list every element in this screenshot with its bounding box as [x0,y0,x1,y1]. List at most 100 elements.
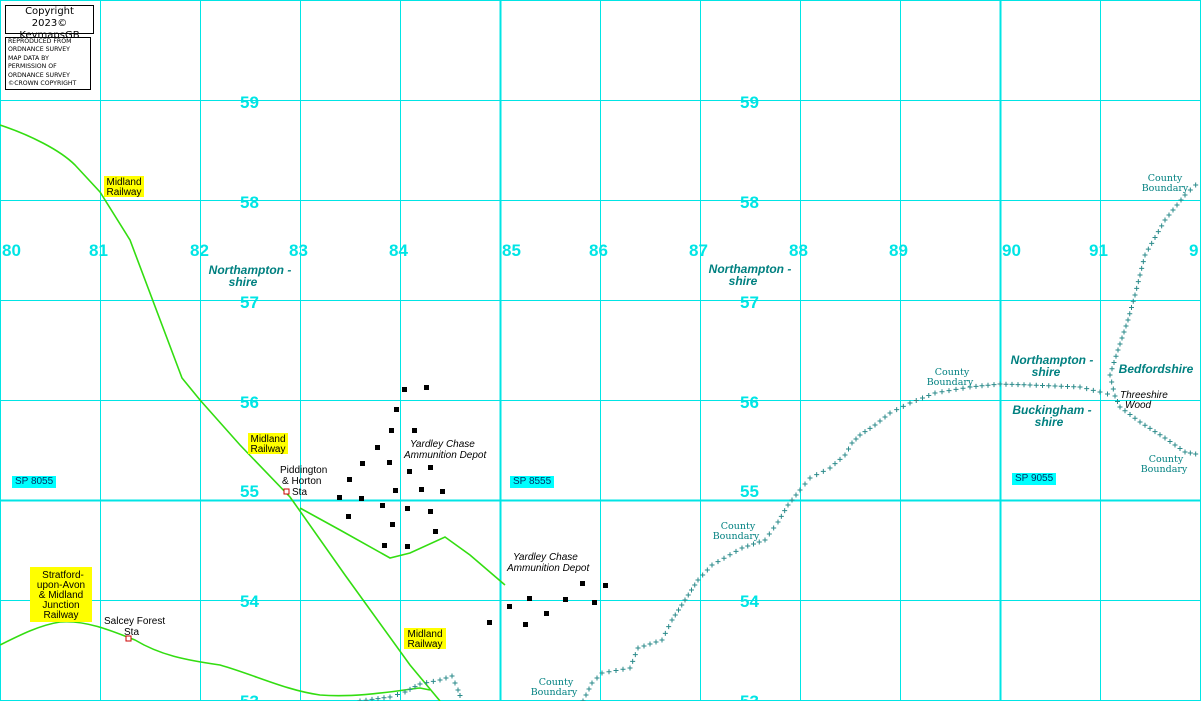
boundary-mark [814,472,820,478]
depot-building [544,611,549,616]
boundary-mark [1127,412,1133,417]
depot-building [387,460,392,465]
line: Stratford- [42,570,84,581]
depot-building [390,522,395,527]
boundary-mark [641,643,647,649]
boundary-mark [1046,383,1052,389]
boundary-mark [635,645,641,651]
boundary-mark [632,652,638,658]
boundary-mark [1166,212,1172,218]
boundary-mark [704,567,710,573]
depot-building [440,489,445,494]
boundary-mark [733,548,739,554]
boundary-mark [1107,372,1113,378]
line: & Midland [39,590,83,601]
boundary-mark [387,694,393,700]
northing-label: 56 [740,393,759,412]
boundary-mark [1162,217,1168,223]
boundary-mark [1139,265,1145,271]
easting-label: 85 [502,241,521,260]
easting-label: 86 [589,241,608,260]
boundary-mark [647,641,653,647]
boundary-mark [1109,379,1115,385]
boundary-mark [1117,404,1123,410]
county-label-northamptonshire: Northampton -shire [1011,353,1094,379]
boundary-mark [669,617,675,623]
boundary-mark [1127,311,1133,317]
line: Junction [42,600,79,611]
boundary-mark [583,692,589,698]
boundary-mark [1027,382,1033,388]
boundary-mark [802,481,808,487]
boundary-mark [443,675,449,681]
northing-label: 59 [740,93,759,112]
depot-building [563,597,568,602]
boundary-mark [369,696,375,701]
depot-building [389,428,394,433]
line: Yardley Chase [513,552,578,563]
depot-building [375,445,380,450]
line: & Horton [282,476,321,487]
boundary-mark [1132,415,1138,421]
boundary-mark [1065,384,1070,389]
boundary-mark [1187,450,1193,456]
depot-building [347,477,352,482]
depot-building [412,428,417,433]
boundary-mark [932,390,938,396]
boundary-mark [1130,298,1136,304]
boundary-mark [946,388,952,394]
northing-label: 56 [240,393,259,412]
boundary-mark [745,543,751,549]
salcey-station-marker [125,635,132,642]
boundary-mark [1177,446,1183,451]
boundary-mark [1058,383,1064,389]
piddington-station-marker [283,488,290,495]
boundary-mark [381,695,387,701]
county-label-northamptonshire: Northampton -shire [709,262,792,288]
boundary-mark [1021,382,1027,388]
depot-building [382,543,387,548]
easting-label: 87 [689,241,708,260]
depot-building [487,620,492,625]
boundary-mark [832,461,838,467]
boundary-mark [756,539,762,545]
boundary-mark [727,552,733,558]
boundary-mark [867,425,873,431]
boundary-mark [807,475,813,481]
boundary-mark [907,400,913,406]
boundary-mark [594,675,600,681]
boundary-mark [1113,353,1119,359]
boundary-mark [1162,435,1168,441]
county-label-buckinghamshire: Buckingham -shire [1012,403,1091,429]
boundary-mark [1040,383,1045,388]
copyright-publisher: KeymapsGB [19,30,80,41]
boundary-mark [586,686,592,692]
midland-railway-branch-line [299,507,506,586]
boundary-mark [1135,279,1141,285]
line: Midland [106,177,141,188]
smj-railway-line [0,620,431,697]
boundary-mark [882,414,888,420]
depot-building [360,461,365,466]
northing-label: 55 [740,482,759,501]
boundary-mark [1115,399,1120,404]
boundary-mark [1167,439,1173,444]
boundary-mark [900,403,906,409]
boundary-mark [820,468,826,474]
boundary-mark [1132,292,1138,298]
boundary-mark [580,698,586,701]
boundary-mark [676,607,681,613]
boundary-mark [778,513,784,519]
county-label-bedfordshire: Bedfordshire [1119,362,1194,376]
boundary-mark [762,537,768,543]
railway-label-bg [248,433,288,454]
boundary-mark [1090,387,1096,393]
county-boundary-label: County Boundary [713,521,760,542]
boundary-mark [785,502,791,508]
boundary-mark [939,389,945,395]
boundary-mark [1112,393,1118,399]
boundary-mark [685,592,691,598]
northing-label: 54 [240,592,259,611]
boundary-mark [1149,240,1155,246]
